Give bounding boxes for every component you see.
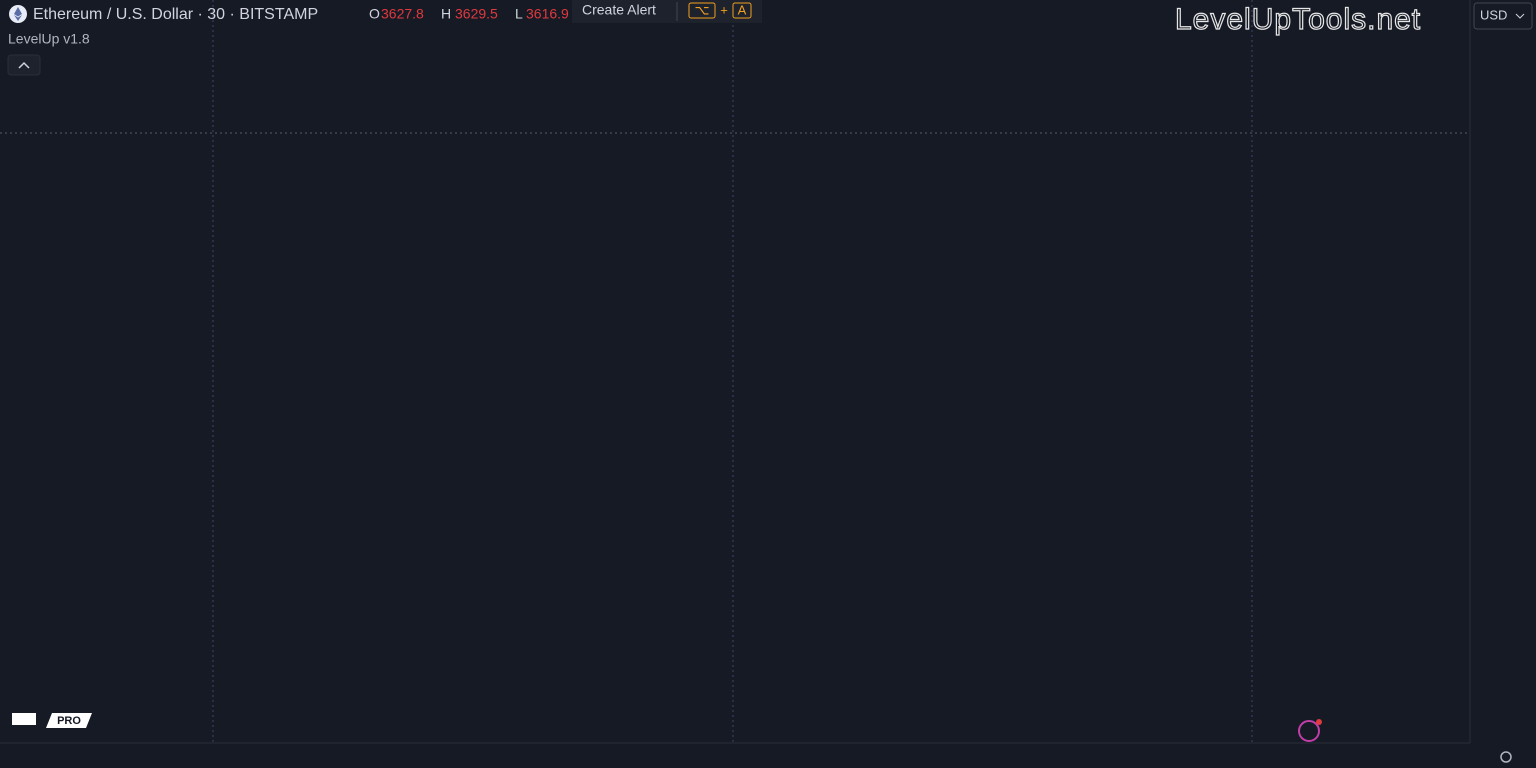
low-label: L (515, 6, 523, 22)
open-label: O (369, 6, 380, 22)
key-box (688, 2, 716, 19)
chevron (1515, 13, 1525, 19)
key-box (732, 2, 752, 19)
create-alert-button[interactable]: Create Alert (582, 2, 656, 18)
high-value: 3629.5 (455, 6, 498, 22)
currency-select[interactable] (1473, 2, 1533, 30)
low-value: 3616.9 (526, 6, 569, 22)
badge: PRO (57, 715, 81, 727)
collapse-icon (18, 61, 30, 69)
logo (12, 713, 36, 725)
badge-bg (46, 713, 92, 728)
currency: USD (1480, 7, 1507, 22)
key: A (738, 2, 747, 17)
open-value: 3627.8 (381, 6, 424, 22)
notification-dot (1316, 719, 1322, 725)
key: ⌥ (695, 2, 710, 17)
collapse-button[interactable] (7, 54, 41, 76)
high-label: H (441, 6, 451, 22)
watermark: LevelUpTools.net (1175, 3, 1421, 36)
indicator-name: LevelUp v1.8 (8, 31, 90, 47)
symbol-title: Ethereum / U.S. Dollar · 30 · BITSTAMP (33, 6, 318, 23)
settings-icon[interactable] (1500, 751, 1512, 763)
time-axis (0, 743, 1470, 768)
symbol-icon-glyph (14, 7, 22, 21)
flash-icon[interactable] (1298, 720, 1320, 742)
key-plus: + (720, 2, 728, 17)
price-axis (1470, 0, 1536, 768)
